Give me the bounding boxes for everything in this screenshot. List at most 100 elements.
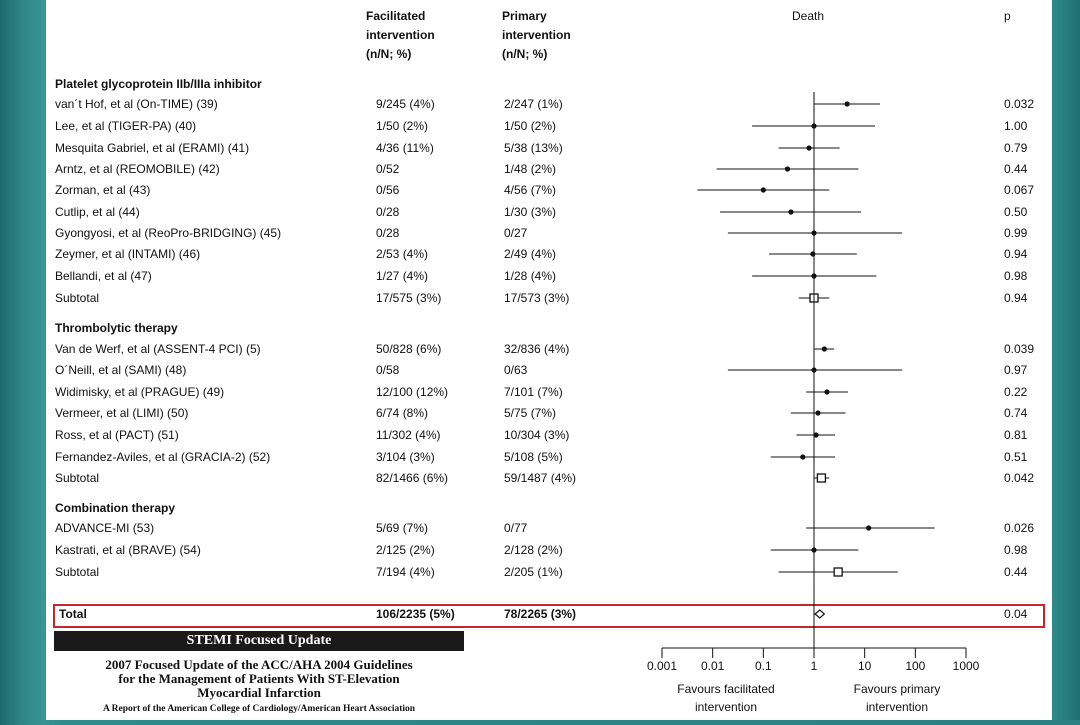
p-value: 0.44: [1004, 565, 1028, 579]
facilitated-value: 2/53 (4%): [376, 247, 428, 261]
study-label: Subtotal: [55, 471, 99, 485]
p-value: 0.44: [1004, 162, 1028, 176]
facilitated-value: 0/58: [376, 363, 400, 377]
citation-banner: STEMI Focused Update: [54, 631, 464, 651]
study-label: Vermeer, et al (LIMI) (50): [55, 406, 188, 420]
effect-point: [866, 525, 872, 531]
study-label: Total: [59, 607, 87, 621]
study-label: Zorman, et al (43): [55, 183, 150, 197]
primary-value: 0/27: [504, 226, 528, 240]
p-value: 0.99: [1004, 226, 1028, 240]
study-label: Widimisky, et al (PRAGUE) (49): [55, 385, 224, 399]
study-label: O´Neill, et al (SAMI) (48): [55, 363, 186, 377]
facilitated-value: 0/28: [376, 226, 400, 240]
study-label: Ross, et al (PACT) (51): [55, 428, 179, 442]
primary-value: 2/49 (4%): [504, 247, 556, 261]
header-facilitated: intervention: [366, 28, 435, 42]
subtotal-marker: [816, 473, 827, 483]
primary-value: 2/247 (1%): [504, 97, 563, 111]
p-value: 0.79: [1004, 141, 1028, 155]
facilitated-value: 9/245 (4%): [376, 97, 435, 111]
effect-point: [813, 432, 819, 438]
group-title: Platelet glycoprotein IIb/IIIa inhibitor: [55, 77, 262, 91]
study-label: Arntz, et al (REOMOBILE) (42): [55, 162, 220, 176]
effect-point: [844, 101, 850, 107]
primary-value: 1/48 (2%): [504, 162, 556, 176]
effect-point: [800, 454, 806, 460]
axis-label-left: intervention: [695, 700, 757, 714]
p-value: 1.00: [1004, 119, 1028, 133]
header-primary: (n/N; %): [502, 47, 547, 61]
facilitated-value: 0/56: [376, 183, 400, 197]
header-primary: intervention: [502, 28, 571, 42]
citation-title: 2007 Focused Update of the ACC/AHA 2004 …: [54, 658, 464, 700]
header-facilitated: Facilitated: [366, 9, 425, 23]
p-value: 0.04: [1004, 607, 1028, 621]
x-tick-label: 0.1: [755, 659, 772, 673]
study-label: Gyongyosi, et al (ReoPro-BRIDGING) (45): [55, 226, 281, 240]
primary-value: 17/573 (3%): [504, 291, 569, 305]
primary-value: 0/63: [504, 363, 528, 377]
citation-title-line: 2007 Focused Update of the ACC/AHA 2004 …: [105, 657, 413, 672]
p-value: 0.81: [1004, 428, 1028, 442]
facilitated-value: 5/69 (7%): [376, 521, 428, 535]
background-right-band: [1052, 0, 1080, 720]
primary-value: 7/101 (7%): [504, 385, 563, 399]
p-value: 0.042: [1004, 471, 1034, 485]
citation-title-line: Myocardial Infarction: [197, 685, 321, 700]
x-tick-label: 10: [858, 659, 872, 673]
facilitated-value: 0/52: [376, 162, 400, 176]
facilitated-value: 17/575 (3%): [376, 291, 441, 305]
study-label: Kastrati, et al (BRAVE) (54): [55, 543, 201, 557]
citation-subtitle: A Report of the American College of Card…: [102, 704, 416, 714]
total-diamond: [814, 609, 826, 619]
effect-point: [810, 251, 816, 257]
header-effect: Death: [792, 9, 824, 23]
p-value: 0.22: [1004, 385, 1028, 399]
study-label: Van de Werf, et al (ASSENT-4 PCI) (5): [55, 342, 261, 356]
p-value: 0.98: [1004, 543, 1028, 557]
effect-point: [784, 166, 791, 172]
facilitated-value: 11/302 (4%): [376, 428, 440, 442]
axis-label-right: Favours primary: [854, 682, 941, 696]
citation-title-line: for the Management of Patients With ST-E…: [118, 671, 400, 686]
study-label: Bellandi, et al (47): [55, 269, 152, 283]
facilitated-value: 0/28: [376, 205, 400, 219]
p-value: 0.067: [1004, 183, 1034, 197]
facilitated-value: 1/27 (4%): [376, 269, 428, 283]
p-value: 0.98: [1004, 269, 1028, 283]
slide: Facilitated intervention (n/N; %) Primary in…: [46, 0, 1052, 720]
primary-value: 5/38 (13%): [504, 141, 563, 155]
x-tick-label: 0.001: [647, 659, 677, 673]
study-label: van´t Hof, et al (On-TIME) (39): [55, 97, 218, 111]
x-tick-label: 1000: [953, 659, 980, 673]
primary-value: 5/75 (7%): [504, 406, 556, 420]
primary-value: 2/205 (1%): [504, 565, 563, 579]
header-facilitated: (n/N; %): [366, 47, 411, 61]
primary-value: 10/304 (3%): [504, 428, 569, 442]
study-label: Fernandez-Aviles, et al (GRACIA-2) (52): [55, 450, 270, 464]
p-value: 0.51: [1004, 450, 1028, 464]
effect-point: [824, 389, 830, 395]
primary-value: 5/108 (5%): [504, 450, 563, 464]
primary-value: 2/128 (2%): [504, 543, 563, 557]
facilitated-value: 7/194 (4%): [376, 565, 435, 579]
x-tick-label: 0.01: [701, 659, 725, 673]
study-label: Cutlip, et al (44): [55, 205, 140, 219]
p-value: 0.50: [1004, 205, 1028, 219]
group-title: Thrombolytic therapy: [55, 321, 178, 335]
effect-point: [815, 410, 821, 416]
study-label: Mesquita Gabriel, et al (ERAMI) (41): [55, 141, 249, 155]
header-p: p: [1004, 9, 1011, 23]
facilitated-value: 82/1466 (6%): [376, 471, 448, 485]
x-tick-label: 1: [811, 659, 818, 673]
study-label: ADVANCE-MI (53): [55, 521, 154, 535]
primary-value: 32/836 (4%): [504, 342, 569, 356]
axis-label-left: Favours facilitated: [677, 682, 774, 696]
study-label: Subtotal: [55, 291, 99, 305]
facilitated-value: 106/2235 (5%): [376, 607, 455, 621]
primary-value: 59/1487 (4%): [504, 471, 576, 485]
p-value: 0.74: [1004, 406, 1028, 420]
p-value: 0.94: [1004, 247, 1028, 261]
primary-value: 1/28 (4%): [504, 269, 556, 283]
